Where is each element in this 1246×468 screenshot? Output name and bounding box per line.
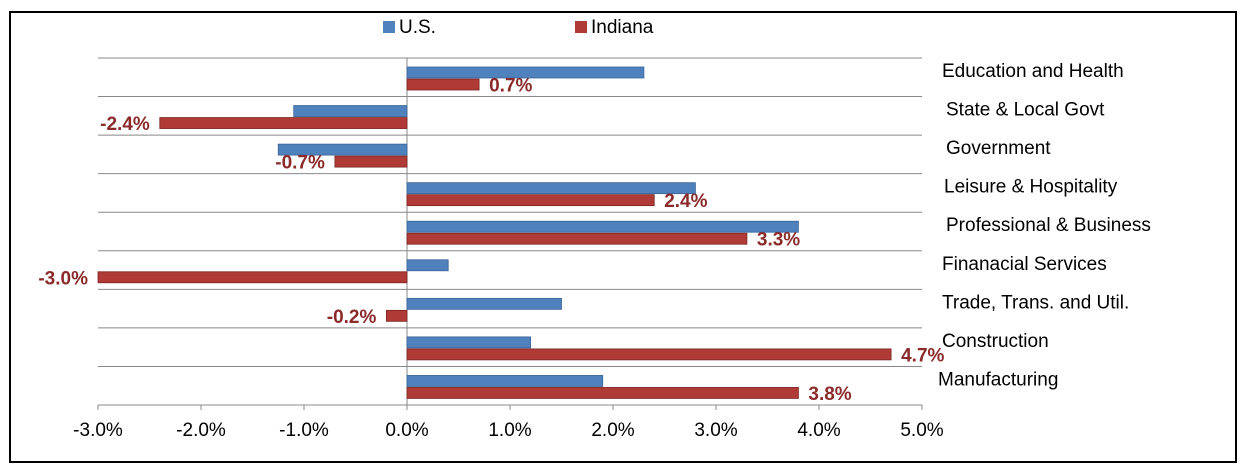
x-tick-label: -1.0% — [279, 420, 329, 441]
x-tick-label: 0.0% — [385, 420, 428, 441]
category-label: Government — [946, 138, 1051, 159]
x-tick-label: -2.0% — [176, 420, 226, 441]
x-tick-label: 3.0% — [694, 420, 737, 441]
x-tick-label: 1.0% — [488, 420, 531, 441]
category-label: Finanacial Services — [942, 254, 1107, 275]
category-label: Leisure & Hospitality — [944, 177, 1118, 198]
data-label: -0.2% — [327, 307, 377, 328]
data-label: 4.7% — [901, 345, 944, 366]
bar — [406, 375, 604, 387]
bar — [277, 143, 408, 156]
bar — [406, 387, 799, 399]
bar — [97, 271, 408, 284]
category-label: Professional & Business — [946, 215, 1151, 236]
bar — [406, 259, 449, 272]
legend-swatch — [575, 21, 587, 33]
bar — [385, 309, 408, 322]
bar — [406, 66, 645, 79]
legend-label: Indiana — [591, 17, 654, 38]
bar — [334, 155, 408, 168]
bar — [159, 117, 408, 129]
x-tick-label: 2.0% — [591, 420, 634, 441]
data-label: 2.4% — [664, 191, 707, 212]
category-label: Education and Health — [942, 61, 1124, 82]
data-label: -0.7% — [275, 153, 325, 174]
chart-border — [9, 11, 1237, 463]
category-label: State & Local Govt — [946, 100, 1105, 121]
category-label: Construction — [942, 331, 1049, 352]
data-label: 3.8% — [808, 384, 851, 405]
bar — [406, 220, 799, 233]
bar — [293, 105, 408, 117]
category-label: Manufacturing — [938, 369, 1058, 390]
data-label: 3.3% — [757, 230, 800, 251]
category-label: Trade, Trans. and Util. — [942, 292, 1129, 313]
x-tick-label: 5.0% — [900, 420, 943, 441]
x-tick-label: 4.0% — [797, 420, 840, 441]
legend-label: U.S. — [399, 17, 436, 38]
bar — [406, 336, 531, 349]
bar — [406, 194, 655, 207]
bar — [406, 297, 562, 310]
bar — [406, 348, 892, 361]
x-tick-label: -3.0% — [73, 420, 123, 441]
bar — [406, 78, 480, 91]
data-label: -3.0% — [38, 268, 88, 289]
bar — [406, 182, 696, 195]
bar — [406, 232, 748, 245]
legend-swatch — [383, 21, 395, 33]
data-label: -2.4% — [100, 114, 150, 135]
data-label: 0.7% — [489, 76, 532, 97]
